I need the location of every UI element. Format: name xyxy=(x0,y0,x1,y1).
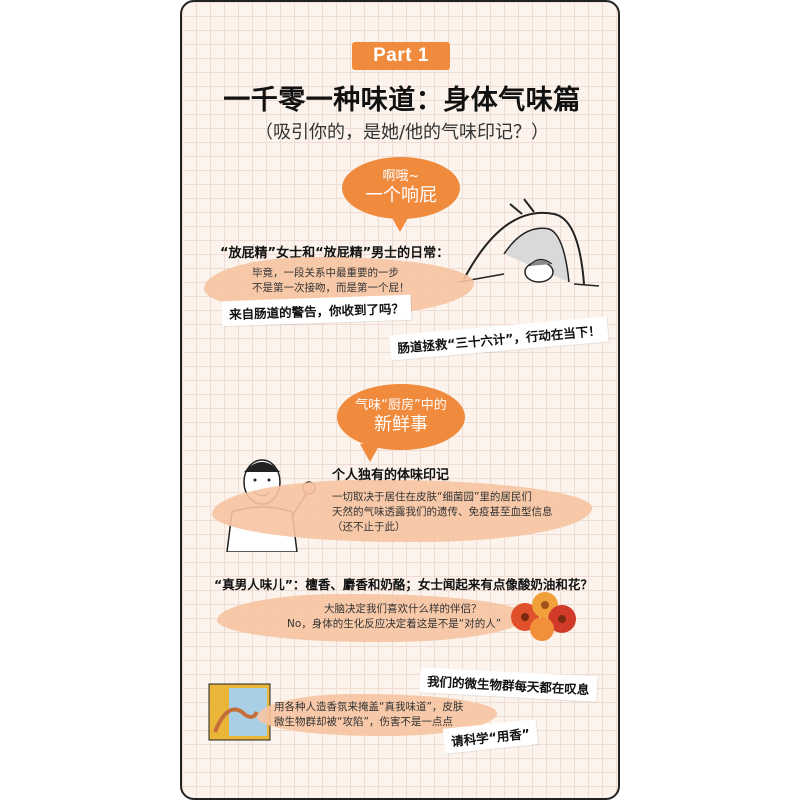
section1-body-line2: 不是第一次接吻，而是第一个屁！ xyxy=(252,282,410,294)
yoga-woman-illustration xyxy=(458,198,600,287)
infographic-card: Part 1 一千零一种味道：身体气味篇 （吸引你的，是她/他的气味印记？） 啊… xyxy=(180,0,620,800)
brush-stroke xyxy=(212,480,592,542)
speech-bubble-tail xyxy=(360,444,380,462)
speech-bubble-kitchen: 气味“厨房”中的 新鲜事 xyxy=(337,384,465,450)
part-badge: Part 1 xyxy=(352,42,450,70)
section1-body-line1: 毕竟，一段关系中最重要的一步 xyxy=(252,267,399,279)
section3-body-line2: No，身体的生化反应决定着这是不是“对的人” xyxy=(287,618,502,630)
section3-body-line1: 大脑决定我们喜欢什么样的伴侣？ xyxy=(324,603,482,615)
callout-gut-warning: 来自肠道的警告，你收到了吗？ xyxy=(221,294,412,327)
page-subtitle: （吸引你的，是她/他的气味印记？） xyxy=(254,122,550,143)
bubble-line-1: 啊哦~ xyxy=(382,169,420,184)
flower-bouquet-illustration xyxy=(511,592,576,641)
speech-bubble-fart: 啊哦~ 一个响屁 xyxy=(342,157,460,219)
callout-gut-rescue: 肠道拯救“三十六计”，行动在当下！ xyxy=(389,316,609,361)
bubble-line-1: 气味“厨房”中的 xyxy=(355,398,447,413)
speech-bubble-tail xyxy=(390,214,410,232)
section4-body-line2: 微生物群却被“攻陷”，伤害不是一点点 xyxy=(274,716,453,728)
callout-microbes-sigh: 我们的微生物群每天都在叹息 xyxy=(419,667,598,702)
brush-stroke xyxy=(217,594,527,642)
section2-body-line3: （还不止于此） xyxy=(332,521,406,533)
page-title: 一千零一种味道：身体气味篇 xyxy=(223,85,581,116)
section1-heading: “放屁精”女士和“放屁精”男士的日常： xyxy=(220,246,450,261)
section2-body-line2: 天然的气味透露我们的遗传、免疫甚至血型信息 xyxy=(332,506,553,518)
bubble-line-2: 一个响屁 xyxy=(365,185,437,206)
section4-body-line1: 用各种人造香氛来掩盖“真我味道”，皮肤 xyxy=(274,701,464,713)
bubble-line-2: 新鲜事 xyxy=(374,414,428,435)
section2-heading: 个人独有的体味印记 xyxy=(332,468,450,483)
section2-body-line1: 一切取决于居住在皮肤“细菌园”里的居民们 xyxy=(332,491,532,503)
section3-heading: “真男人味儿”：檀香、麝香和奶酪；女士闻起来有点像酸奶油和花？ xyxy=(214,577,593,592)
